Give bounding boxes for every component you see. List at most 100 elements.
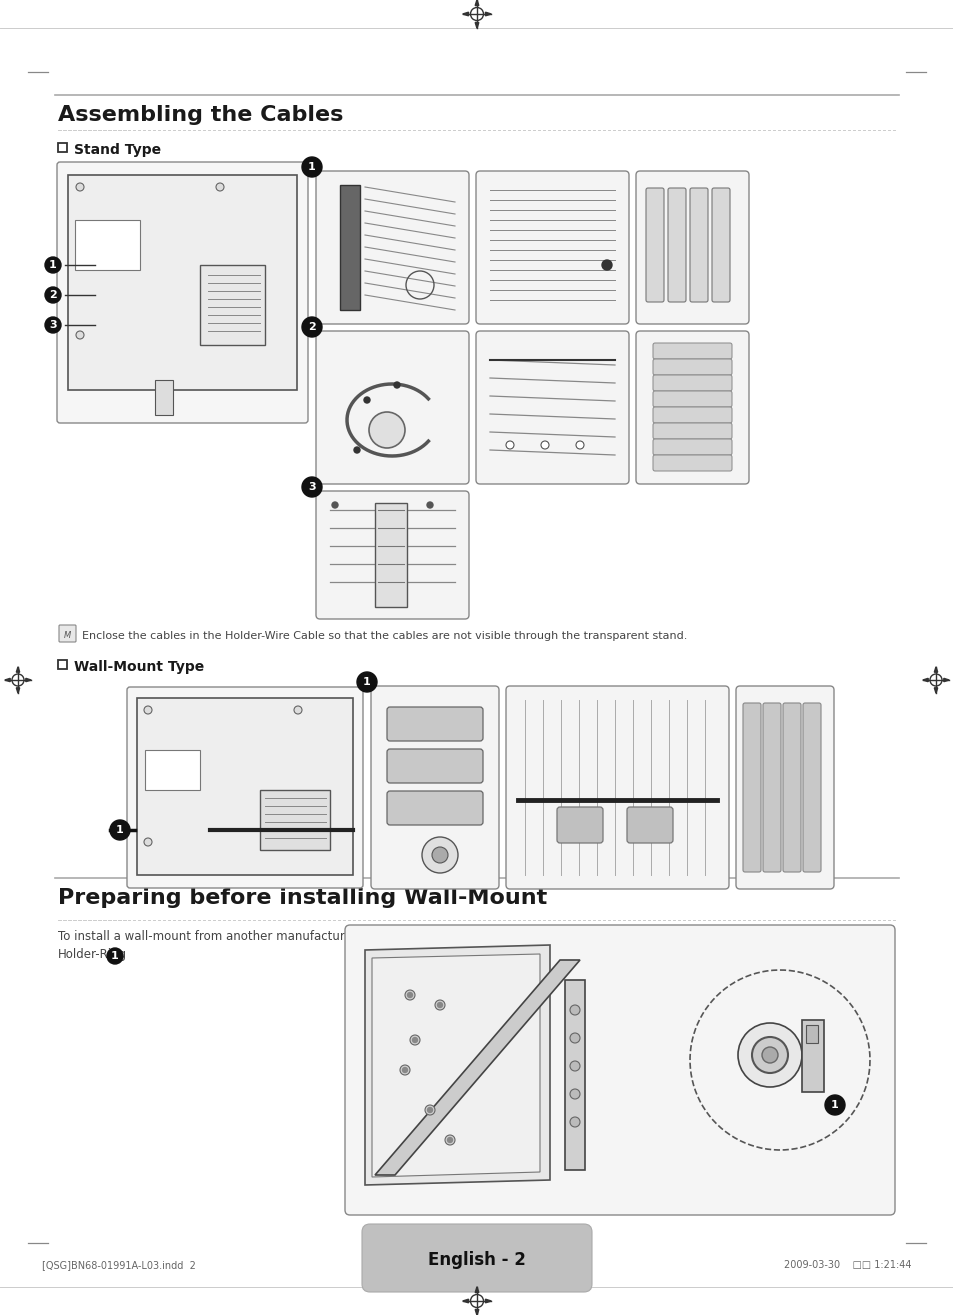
Circle shape [45, 287, 61, 302]
Polygon shape [462, 1299, 468, 1303]
FancyBboxPatch shape [59, 625, 76, 642]
Circle shape [215, 183, 224, 191]
Text: 3: 3 [50, 320, 57, 330]
Text: To install a wall-mount from another manufacturer, use the: To install a wall-mount from another man… [58, 930, 408, 943]
Bar [58, 660, 67, 669]
FancyBboxPatch shape [652, 343, 731, 359]
Circle shape [402, 1068, 407, 1073]
FancyBboxPatch shape [387, 707, 482, 740]
Text: 1: 1 [116, 825, 124, 835]
Circle shape [354, 447, 359, 452]
FancyBboxPatch shape [802, 704, 821, 872]
Circle shape [824, 1095, 844, 1115]
Circle shape [540, 441, 548, 448]
Circle shape [144, 838, 152, 846]
Text: M: M [63, 631, 71, 640]
Polygon shape [485, 1299, 491, 1303]
Circle shape [144, 706, 152, 714]
Polygon shape [485, 12, 491, 16]
Polygon shape [16, 688, 20, 693]
Circle shape [761, 1047, 778, 1063]
Polygon shape [26, 679, 31, 681]
FancyBboxPatch shape [345, 924, 894, 1215]
Polygon shape [933, 667, 937, 672]
Bar [260, 790, 330, 849]
Circle shape [410, 1035, 419, 1045]
Circle shape [576, 441, 583, 448]
Circle shape [369, 412, 405, 448]
Circle shape [569, 1089, 579, 1099]
Text: 1: 1 [830, 1101, 838, 1110]
FancyBboxPatch shape [557, 807, 602, 843]
Polygon shape [5, 679, 10, 681]
Polygon shape [372, 953, 539, 1177]
FancyBboxPatch shape [645, 188, 663, 302]
FancyBboxPatch shape [652, 408, 731, 423]
Text: [QSG]BN68-01991A-L03.indd  2: [QSG]BN68-01991A-L03.indd 2 [42, 1260, 195, 1270]
Circle shape [294, 838, 302, 846]
Text: 1: 1 [363, 677, 371, 686]
Polygon shape [375, 960, 579, 1176]
Bar [805, 1024, 817, 1043]
Circle shape [302, 317, 322, 337]
Circle shape [569, 1061, 579, 1070]
Text: 1: 1 [308, 162, 315, 172]
FancyBboxPatch shape [476, 171, 628, 323]
Text: Holder-Ring: Holder-Ring [58, 948, 127, 961]
FancyBboxPatch shape [735, 686, 833, 889]
Circle shape [302, 156, 322, 178]
Text: Assembling the Cables: Assembling the Cables [58, 105, 343, 125]
Polygon shape [475, 1286, 478, 1293]
Circle shape [394, 381, 399, 388]
Circle shape [738, 1023, 801, 1088]
Circle shape [424, 1105, 435, 1115]
Circle shape [76, 183, 84, 191]
Circle shape [569, 1005, 579, 1015]
Polygon shape [16, 667, 20, 672]
FancyBboxPatch shape [127, 686, 363, 888]
FancyBboxPatch shape [762, 704, 781, 872]
Circle shape [45, 317, 61, 333]
Circle shape [405, 990, 415, 999]
FancyBboxPatch shape [626, 807, 672, 843]
Circle shape [412, 1038, 417, 1043]
Circle shape [332, 502, 337, 508]
FancyBboxPatch shape [652, 359, 731, 375]
FancyBboxPatch shape [652, 391, 731, 408]
Bar [75, 220, 140, 270]
Text: 1: 1 [49, 260, 57, 270]
Circle shape [399, 1065, 410, 1074]
Circle shape [215, 331, 224, 339]
FancyBboxPatch shape [782, 704, 801, 872]
Circle shape [432, 847, 448, 863]
Circle shape [601, 260, 612, 270]
Circle shape [427, 502, 433, 508]
FancyBboxPatch shape [636, 331, 748, 484]
Polygon shape [462, 12, 468, 16]
FancyBboxPatch shape [315, 331, 469, 484]
Bar [145, 750, 200, 790]
Circle shape [294, 706, 302, 714]
FancyBboxPatch shape [476, 331, 628, 484]
Circle shape [437, 1002, 442, 1007]
Circle shape [447, 1137, 452, 1143]
Text: 1: 1 [111, 951, 119, 961]
Text: Wall-Mount Type: Wall-Mount Type [74, 660, 204, 675]
Polygon shape [943, 679, 948, 681]
Circle shape [107, 948, 123, 964]
FancyBboxPatch shape [636, 171, 748, 323]
FancyBboxPatch shape [387, 792, 482, 825]
Circle shape [45, 256, 61, 274]
FancyBboxPatch shape [315, 490, 469, 619]
Circle shape [427, 1107, 432, 1112]
FancyBboxPatch shape [387, 750, 482, 782]
Text: 2: 2 [49, 291, 57, 300]
FancyBboxPatch shape [371, 686, 498, 889]
Circle shape [356, 672, 376, 692]
Polygon shape [922, 679, 927, 681]
FancyBboxPatch shape [652, 423, 731, 439]
Text: Enclose the cables in the Holder-Wire Cable so that the cables are not visible t: Enclose the cables in the Holder-Wire Ca… [82, 630, 687, 640]
Bar [339, 185, 359, 310]
FancyBboxPatch shape [711, 188, 729, 302]
Polygon shape [475, 22, 478, 29]
